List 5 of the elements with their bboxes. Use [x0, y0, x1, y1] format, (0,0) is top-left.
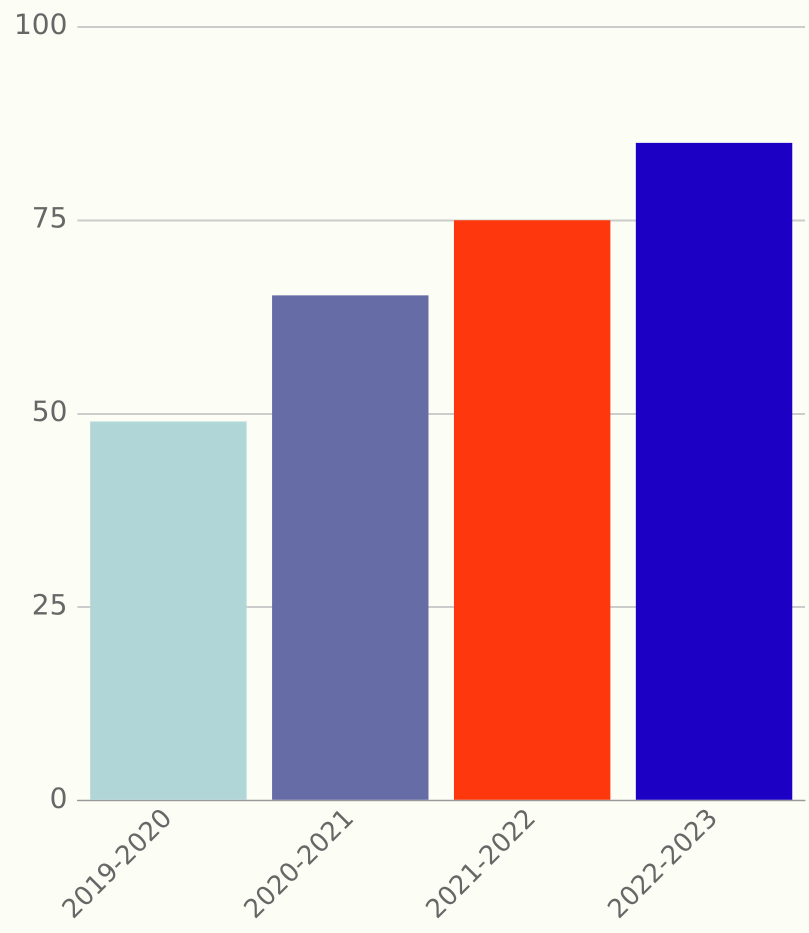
y-tick-label: 75	[32, 202, 68, 235]
y-tick-label: 50	[32, 395, 68, 428]
y-tick-label: 25	[32, 588, 68, 622]
y-tick-label: 100	[14, 8, 68, 42]
y-tick-label: 0	[50, 782, 68, 816]
